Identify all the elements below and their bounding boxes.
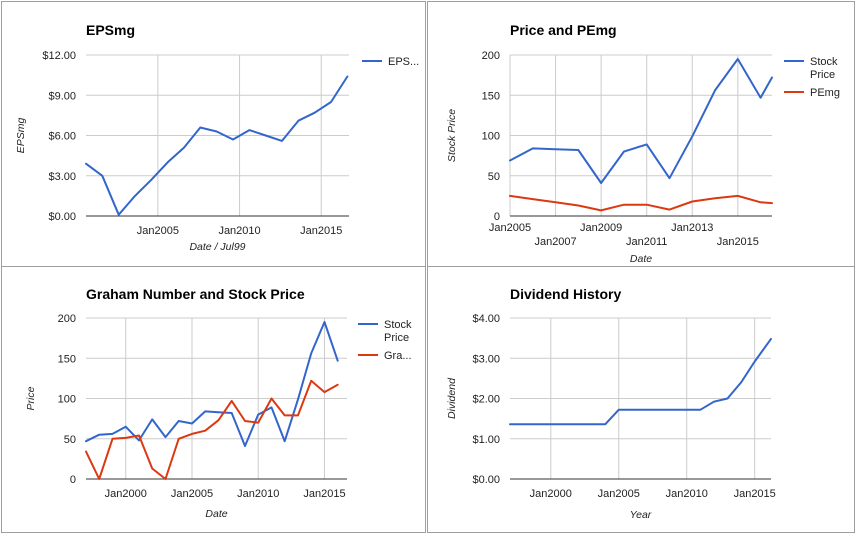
- x-tick-label: Jan2011: [626, 236, 667, 248]
- x-tick-label: Jan2005: [598, 488, 640, 500]
- y-tick-label: 50: [488, 171, 500, 183]
- legend-label: Gra...: [384, 350, 412, 362]
- graham-chart-panel: Graham Number and Stock Price 0 50 100 150 20…: [1, 266, 426, 533]
- legend-label: PEmg: [810, 87, 840, 99]
- x-tick-label: Jan2007: [534, 236, 576, 248]
- y-tick-label: 200: [482, 50, 500, 62]
- y-tick-label: $1.00: [472, 434, 500, 446]
- y-tick-label: 0: [70, 474, 76, 486]
- y-tick-label: $0.00: [48, 211, 76, 223]
- eps-chart: EPSmg $0.00 $3.00 $6.00 $9.00 $12.00 Jan2005 Ja…: [15, 22, 419, 253]
- y-tick-label: 100: [482, 131, 500, 143]
- series-line-price-pe-2: [509, 194, 773, 212]
- x-tick-label: Jan2009: [580, 222, 622, 234]
- chart-title: EPSmg: [86, 22, 135, 38]
- x-tick-label: Jan2010: [237, 488, 279, 500]
- dividend-chart-panel: Dividend History $0.00 $1.00 $2.00 $3.00 $4.0…: [427, 266, 855, 533]
- x-tick-label: Jan2010: [666, 488, 708, 500]
- chart-title: Graham Number and Stock Price: [86, 286, 305, 302]
- x-axis-title: Date: [205, 508, 227, 520]
- y-tick-label: $3.00: [48, 171, 76, 183]
- dividend-chart: Dividend History $0.00 $1.00 $2.00 $3.00 $4.0…: [446, 286, 776, 521]
- series-line-graham-2: [85, 379, 339, 480]
- legend-label: Stock Price: [384, 319, 412, 344]
- y-tick-label: 200: [58, 313, 76, 325]
- legend-label: Stock Price: [810, 56, 838, 81]
- y-tick-label: 100: [58, 394, 76, 406]
- x-tick-label: Jan2015: [300, 225, 342, 237]
- y-tick-label: 150: [482, 90, 500, 102]
- series-line-eps-1: [85, 75, 349, 216]
- x-tick-label: Jan2005: [489, 222, 531, 234]
- x-tick-label: Jan2015: [734, 488, 776, 500]
- x-axis-title: Year: [630, 509, 652, 521]
- series-line-price-pe-1: [509, 58, 773, 184]
- x-tick-label: Jan2013: [671, 222, 713, 234]
- chart-title: Price and PEmg: [510, 22, 617, 38]
- y-tick-label: $2.00: [472, 394, 500, 406]
- y-tick-label: $0.00: [472, 474, 500, 486]
- series-line-graham-1: [85, 321, 339, 447]
- y-axis-title: EPSmg: [15, 118, 27, 154]
- eps-chart-panel: EPSmg $0.00 $3.00 $6.00 $9.00 $12.00 Jan2005 Ja…: [1, 1, 426, 267]
- x-tick-label: Jan2015: [303, 488, 345, 500]
- x-axis-title: Date: [630, 253, 652, 265]
- x-tick-label: Jan2005: [171, 488, 213, 500]
- y-tick-label: $3.00: [472, 353, 500, 365]
- y-tick-label: 150: [58, 353, 76, 365]
- y-tick-label: $6.00: [48, 131, 76, 143]
- y-axis-title: Stock Price: [446, 109, 458, 162]
- graham-chart: Graham Number and Stock Price 0 50 100 150 20…: [25, 286, 412, 520]
- y-tick-label: $4.00: [472, 313, 500, 325]
- legend-label: EPS...: [388, 56, 419, 68]
- y-axis-title: Dividend: [446, 377, 458, 419]
- x-tick-label: Jan2005: [137, 225, 179, 237]
- price-pe-chart-panel: Price and PEmg 0 50 100 150 200 Jan2005 Jan2007…: [427, 1, 855, 267]
- y-tick-label: 0: [494, 211, 500, 223]
- price-pe-chart: Price and PEmg 0 50 100 150 200 Jan2005Jan2007…: [446, 22, 840, 265]
- x-tick-label: Jan2010: [218, 225, 260, 237]
- x-tick-label: Jan2000: [530, 488, 572, 500]
- y-tick-label: $12.00: [42, 50, 76, 62]
- series-line-dividend-1: [509, 337, 772, 426]
- x-tick-label: Jan2000: [105, 488, 147, 500]
- x-axis-title: Date / Jul99: [189, 241, 245, 253]
- y-tick-label: $9.00: [48, 90, 76, 102]
- y-tick-label: 50: [64, 434, 76, 446]
- y-axis-title: Price: [25, 386, 37, 410]
- chart-title: Dividend History: [510, 286, 621, 302]
- x-tick-label: Jan2015: [717, 236, 759, 248]
